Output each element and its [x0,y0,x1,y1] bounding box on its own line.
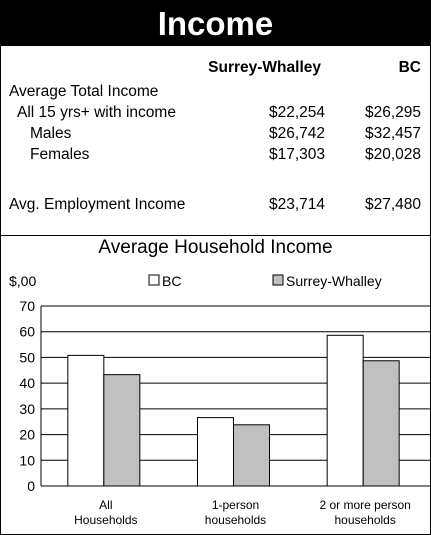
y-tick-label: 50 [19,349,35,365]
row-label: All 15 yrs+ with income [17,104,176,121]
row-label: Males [30,125,72,142]
y-tick-label: 0 [27,478,35,494]
page-title: Income [1,1,430,46]
section-divider [1,235,430,236]
x-tick-label: households [334,513,395,527]
row-value-bc: $26,295 [364,104,421,121]
row-label: Females [30,146,90,163]
employment-value-bc: $27,480 [364,196,421,213]
legend-swatch [272,274,284,286]
row-value-area: $22,254 [268,104,325,121]
row-value-area: $26,742 [268,125,325,142]
row-value-bc: $20,028 [364,146,421,163]
legend-label: BC [162,273,181,289]
y-axis-label: $,00 [9,273,36,289]
y-tick-label: 30 [19,401,35,417]
legend-swatch [148,274,160,286]
bar-bc [67,354,105,487]
column-header-bc: BC [398,59,421,76]
row-value-area: $17,303 [268,146,325,163]
column-header-area: Surrey-Whalley [208,59,321,76]
x-tick-label: Households [74,513,137,527]
employment-value-area: $23,714 [268,196,325,213]
x-tick-label: households [205,513,266,527]
row-value-bc: $32,457 [364,125,421,142]
y-tick-label: 20 [19,427,35,443]
y-tick-label: 10 [19,452,35,468]
employment-label: Avg. Employment Income [9,196,186,213]
x-tick-label: 2 or more person [319,498,410,512]
x-tick-label: All [99,498,112,512]
chart-title: Average Household Income [98,237,333,258]
bar-surrey-whalley [362,360,400,487]
legend-label: Surrey-Whalley [286,273,382,289]
y-tick-label: 40 [19,375,35,391]
y-tick-label: 60 [19,324,35,340]
bar-bc [326,334,364,487]
y-tick-label: 70 [19,298,35,314]
bar-surrey-whalley [103,374,141,487]
bar-bc [197,417,234,487]
bar-surrey-whalley [233,424,270,487]
section-label: Average Total Income [9,83,159,100]
x-tick-label: 1-person [212,498,259,512]
